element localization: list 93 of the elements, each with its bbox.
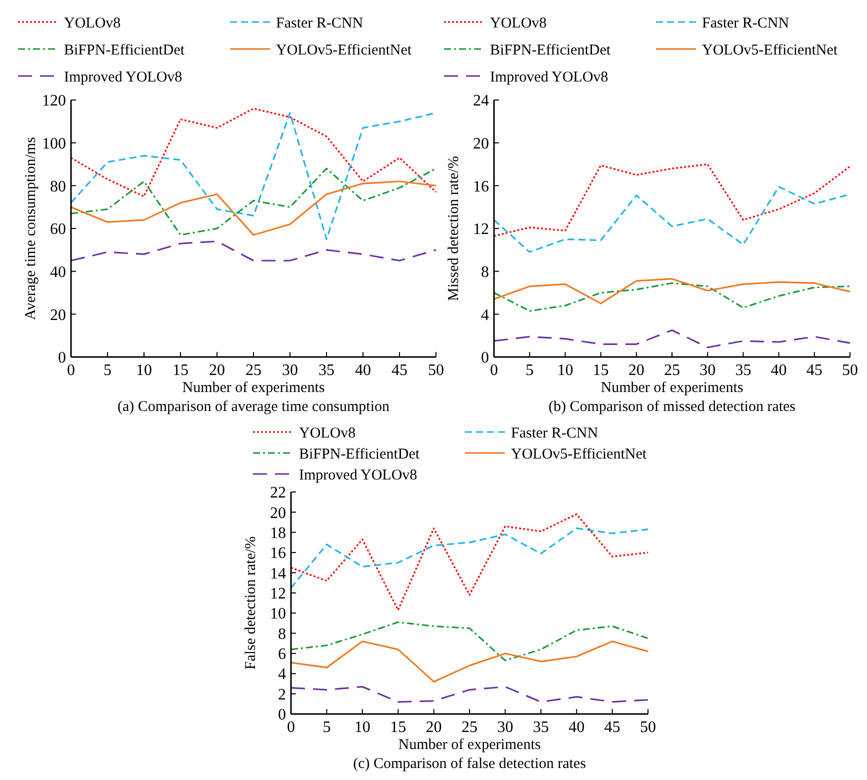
x-tick-label: 50 xyxy=(428,362,444,379)
y-tick-label: 120 xyxy=(42,92,66,110)
x-tick-label: 5 xyxy=(104,362,112,379)
y-tick-label: 0 xyxy=(58,350,66,367)
y-axis-title: False detection rate/% xyxy=(243,536,259,670)
x-axis-title: Number of experiments xyxy=(398,737,541,753)
x-tick-label: 50 xyxy=(842,362,858,379)
y-tick-label: 16 xyxy=(270,545,286,562)
x-tick-label: 25 xyxy=(462,719,478,736)
y-tick-label: 12 xyxy=(473,221,489,238)
y-tick-label: 0 xyxy=(481,350,489,367)
x-tick-label: 20 xyxy=(628,362,644,379)
legend-label: YOLOv5-EfficientNet xyxy=(276,42,412,58)
line-series xyxy=(493,278,851,304)
legend-label: YOLOv5-EfficientNet xyxy=(511,446,648,462)
legend-label: YOLOv8 xyxy=(64,15,121,32)
x-axis-title: Number of experiments xyxy=(600,380,744,396)
y-tick-label: 22 xyxy=(270,484,286,502)
x-tick-label: 40 xyxy=(568,719,585,736)
legend-label: Faster R-CNN xyxy=(702,15,790,32)
legend-label: BiFPN-EfficientDet xyxy=(299,446,420,462)
x-tick-label: 45 xyxy=(604,719,620,736)
text: (b) Comparison of missed detection rates xyxy=(548,399,796,415)
y-tick-label: 4 xyxy=(278,666,286,684)
legend-label: Faster R-CNN xyxy=(276,15,364,32)
x-tick-label: 15 xyxy=(592,362,609,379)
y-tick-label: 10 xyxy=(270,606,286,623)
legend-label: YOLOv8 xyxy=(490,15,547,32)
x-tick-label: 30 xyxy=(497,719,514,736)
x-tick-label: 15 xyxy=(390,719,406,736)
y-tick-label: 16 xyxy=(473,178,489,196)
x-tick-label: 30 xyxy=(700,362,716,379)
line-series xyxy=(290,528,649,589)
line-series xyxy=(290,686,649,703)
x-tick-label: 25 xyxy=(246,362,262,379)
legend-label: Faster R-CNN xyxy=(511,425,598,442)
y-tick-label: 2 xyxy=(278,686,286,704)
line-series xyxy=(70,240,437,262)
legend-label: Improved YOLOv8 xyxy=(64,69,182,86)
y-tick-label: 80 xyxy=(50,178,66,196)
x-tick-label: 35 xyxy=(735,362,752,379)
y-tick-label: 6 xyxy=(278,646,286,664)
x-tick-label: 5 xyxy=(526,362,534,379)
x-tick-label: 50 xyxy=(640,719,656,736)
y-axis-title: Missed detection rate/% xyxy=(446,156,462,301)
y-tick-label: 12 xyxy=(270,586,286,603)
x-tick-label: 10 xyxy=(557,362,574,379)
y-tick-label: 60 xyxy=(50,221,66,238)
x-tick-label: 35 xyxy=(318,362,334,379)
y-tick-label: 20 xyxy=(270,504,286,522)
x-tick-label: 5 xyxy=(322,719,331,736)
line-series xyxy=(70,108,437,198)
line-series xyxy=(493,163,851,237)
x-tick-label: 20 xyxy=(209,362,225,379)
x-tick-label: 10 xyxy=(354,719,370,736)
x-tick-label: 45 xyxy=(806,362,822,379)
y-tick-label: 100 xyxy=(42,135,66,152)
x-tick-label: 35 xyxy=(532,719,549,736)
x-tick-label: 45 xyxy=(392,362,408,379)
y-tick-label: 8 xyxy=(481,264,489,281)
legend-label: BiFPN-EfficientDet xyxy=(490,42,612,58)
y-tick-label: 20 xyxy=(50,306,66,324)
line-series xyxy=(290,513,649,611)
line-series xyxy=(290,621,649,662)
x-tick-label: 20 xyxy=(426,719,442,736)
y-tick-label: 24 xyxy=(473,92,489,110)
y-tick-label: 4 xyxy=(481,306,489,324)
line-series xyxy=(493,282,851,312)
x-tick-label: 30 xyxy=(282,362,298,379)
legend-label: Improved YOLOv8 xyxy=(299,467,418,484)
line-series xyxy=(70,168,437,236)
legend-label: YOLOv8 xyxy=(299,425,356,442)
text: (a) Comparison of average time consumption xyxy=(117,399,390,415)
line-series xyxy=(290,640,649,683)
x-tick-label: 15 xyxy=(172,362,188,379)
x-tick-label: 40 xyxy=(355,362,371,379)
line-series xyxy=(70,180,437,236)
x-axis-title: Number of experiments xyxy=(182,380,325,396)
x-tick-label: 25 xyxy=(664,362,680,379)
y-tick-label: 8 xyxy=(278,626,286,643)
y-tick-label: 40 xyxy=(50,264,66,281)
text: (c) Comparison of false detection rates xyxy=(353,756,586,772)
x-tick-label: 10 xyxy=(136,362,152,379)
y-tick-label: 20 xyxy=(473,135,489,152)
legend-label: BiFPN-EfficientDet xyxy=(64,42,186,58)
line-series xyxy=(493,329,851,348)
legend-label: Improved YOLOv8 xyxy=(490,69,608,86)
y-axis-title: Average time consumption/ms xyxy=(23,136,39,320)
legend-label: YOLOv5-EfficientNet xyxy=(702,42,838,58)
y-tick-label: 14 xyxy=(270,565,286,582)
x-tick-label: 40 xyxy=(770,362,787,379)
y-tick-label: 18 xyxy=(270,524,286,542)
y-tick-label: 0 xyxy=(278,706,286,724)
